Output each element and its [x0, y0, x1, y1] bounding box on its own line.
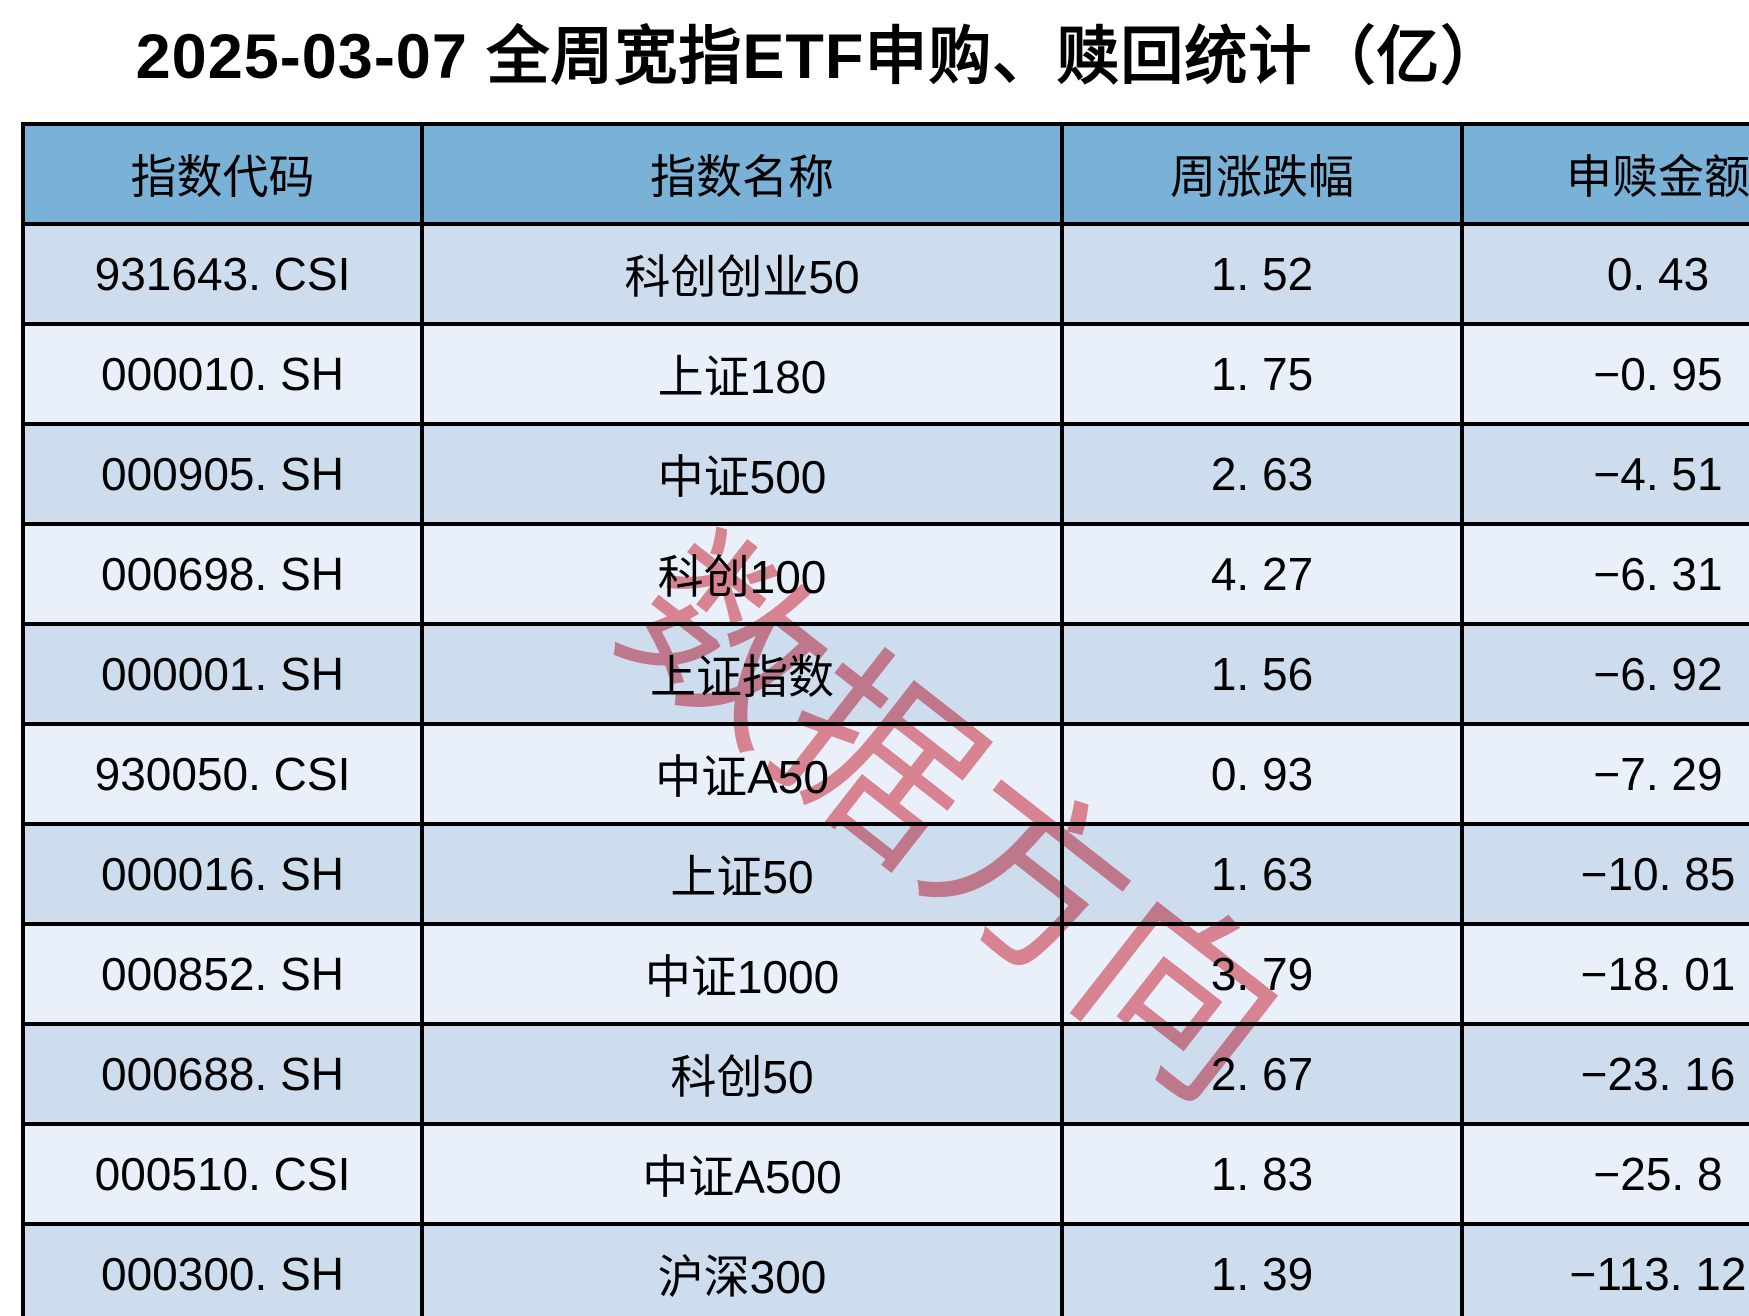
amount-cell: −10. 85 — [1460, 822, 1749, 926]
index-name-cell: 中证1000 — [420, 922, 1064, 1026]
table-row: 000010. SH 上证180 1. 75 −0. 95 — [21, 322, 1749, 426]
index-code-cell: 930050. CSI — [21, 722, 424, 826]
index-code-cell: 000010. SH — [21, 322, 424, 426]
index-name-cell: 中证A500 — [420, 1122, 1064, 1226]
page-title: 2025-03-07 全周宽指ETF申购、赎回统计（亿） — [135, 22, 1505, 92]
index-code-cell: 000001. SH — [21, 622, 424, 726]
index-code-cell: 931643. CSI — [21, 222, 424, 326]
index-code-cell: 000688. SH — [21, 1022, 424, 1126]
index-code-cell: 000698. SH — [21, 522, 424, 626]
index-name-cell: 中证A50 — [420, 722, 1064, 826]
weekly-change-cell: 3. 79 — [1060, 922, 1464, 1026]
index-code-cell: 000300. SH — [21, 1222, 424, 1316]
table-row: 000016. SH 上证50 1. 63 −10. 85 — [21, 822, 1749, 926]
amount-cell: −4. 51 — [1460, 422, 1749, 526]
index-name-cell: 科创创业50 — [420, 222, 1064, 326]
index-code-cell: 000905. SH — [21, 422, 424, 526]
col-header-amount: 申赎金额 — [1460, 122, 1749, 226]
table-row: 000905. SH 中证500 2. 63 −4. 51 — [21, 422, 1749, 526]
table-row: 000852. SH 中证1000 3. 79 −18. 01 — [21, 922, 1749, 1026]
table-row: 931643. CSI 科创创业50 1. 52 0. 43 — [21, 222, 1749, 326]
index-name-cell: 上证指数 — [420, 622, 1064, 726]
amount-cell: −23. 16 — [1460, 1022, 1749, 1126]
table-header-row: 指数代码 指数名称 周涨跌幅 申赎金额 — [21, 122, 1749, 226]
table-row: 000300. SH 沪深300 1. 39 −113. 12 — [21, 1222, 1749, 1316]
index-name-cell: 沪深300 — [420, 1222, 1064, 1316]
weekly-change-cell: 1. 75 — [1060, 322, 1464, 426]
amount-cell: −25. 8 — [1460, 1122, 1749, 1226]
amount-cell: −6. 92 — [1460, 622, 1749, 726]
index-name-cell: 上证50 — [420, 822, 1064, 926]
col-header-weekly-change: 周涨跌幅 — [1060, 122, 1464, 226]
amount-cell: −18. 01 — [1460, 922, 1749, 1026]
table-row: 930050. CSI 中证A50 0. 93 −7. 29 — [21, 722, 1749, 826]
table-row: 000698. SH 科创100 4. 27 −6. 31 — [21, 522, 1749, 626]
weekly-change-cell: 2. 67 — [1060, 1022, 1464, 1126]
table-row: 000510. CSI 中证A500 1. 83 −25. 8 — [21, 1122, 1749, 1226]
weekly-change-cell: 2. 63 — [1060, 422, 1464, 526]
weekly-change-cell: 1. 39 — [1060, 1222, 1464, 1316]
amount-cell: −0. 95 — [1460, 322, 1749, 426]
index-name-cell: 上证180 — [420, 322, 1064, 426]
amount-cell: −6. 31 — [1460, 522, 1749, 626]
table-row: 000688. SH 科创50 2. 67 −23. 16 — [21, 1022, 1749, 1126]
etf-subscription-redemption-table: 指数代码 指数名称 周涨跌幅 申赎金额 931643. CSI 科创创业50 1… — [21, 122, 1749, 1316]
index-name-cell: 科创100 — [420, 522, 1064, 626]
weekly-change-cell: 1. 52 — [1060, 222, 1464, 326]
weekly-change-cell: 4. 27 — [1060, 522, 1464, 626]
index-code-cell: 000016. SH — [21, 822, 424, 926]
amount-cell: −113. 12 — [1460, 1222, 1749, 1316]
index-name-cell: 科创50 — [420, 1022, 1064, 1126]
index-name-cell: 中证500 — [420, 422, 1064, 526]
col-header-index-name: 指数名称 — [420, 122, 1064, 226]
amount-cell: −7. 29 — [1460, 722, 1749, 826]
index-code-cell: 000852. SH — [21, 922, 424, 1026]
weekly-change-cell: 1. 63 — [1060, 822, 1464, 926]
index-code-cell: 000510. CSI — [21, 1122, 424, 1226]
col-header-index-code: 指数代码 — [21, 122, 424, 226]
weekly-change-cell: 0. 93 — [1060, 722, 1464, 826]
weekly-change-cell: 1. 56 — [1060, 622, 1464, 726]
amount-cell: 0. 43 — [1460, 222, 1749, 326]
table-row: 000001. SH 上证指数 1. 56 −6. 92 — [21, 622, 1749, 726]
weekly-change-cell: 1. 83 — [1060, 1122, 1464, 1226]
